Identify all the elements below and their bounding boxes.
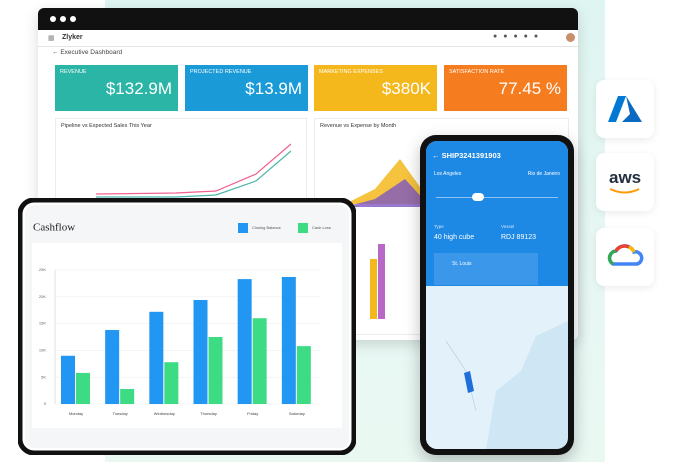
- map: [426, 281, 568, 449]
- bar: [120, 388, 135, 404]
- y-tick-label: 20K: [39, 294, 46, 299]
- type-label: Type: [434, 224, 444, 229]
- toolbar-icons: ●●●●●: [493, 33, 545, 40]
- window-dot: [70, 16, 76, 22]
- y-tick-label: 0: [44, 401, 47, 406]
- shipment-id-text: SHIP3241391903: [441, 151, 501, 160]
- origin: Los Angeles: [434, 171, 462, 177]
- aws-card: aws: [596, 153, 654, 211]
- x-tick-label: Thursday: [200, 411, 217, 416]
- shape: [609, 188, 640, 194]
- route-line: [436, 197, 558, 198]
- bar: [76, 372, 90, 404]
- bar: [164, 362, 179, 404]
- bar: [237, 279, 252, 404]
- legend-swatch: [238, 223, 248, 233]
- panel-title: Pipeline vs Expected Sales This Year: [61, 123, 152, 129]
- type-value: 40 high cube: [434, 234, 475, 241]
- legend-label: Closing Balance: [252, 225, 282, 230]
- kpi-value: $13.9M: [245, 79, 302, 98]
- window-dot: [60, 16, 66, 22]
- kpi-value: $380K: [381, 79, 431, 98]
- kpi-label: REVENUE: [60, 69, 87, 75]
- legend-swatch: [298, 223, 308, 233]
- kpi-card: REVENUE $132.9M: [55, 65, 178, 111]
- app-name: Zlyker: [62, 34, 83, 41]
- phone-screen: ← SHIP3241391903 Los Angeles Rio de Jane…: [426, 141, 568, 449]
- gcp-card: [596, 228, 654, 286]
- aws-smile: [609, 188, 640, 194]
- bar: [61, 355, 75, 404]
- breadcrumb: ← Executive Dashboard: [52, 49, 123, 56]
- bar: [378, 244, 385, 319]
- phone: ← SHIP3241391903 Los Angeles Rio de Jane…: [420, 135, 574, 455]
- x-tick-label: Monday: [69, 411, 83, 416]
- shape: [608, 96, 626, 122]
- plot: 0 5K 10K 15K 20K 25K Closing Balance Cash Loss M…: [39, 223, 331, 416]
- page-title: Executive Dashboard: [60, 49, 123, 56]
- area: [345, 179, 435, 207]
- window-dot: [50, 16, 56, 22]
- legend-label: Cash Loss: [312, 225, 331, 230]
- panel-title: Revenue vs Expense by Month: [320, 123, 397, 129]
- pipeline-lines: [95, 143, 292, 198]
- border: [445, 340, 477, 412]
- azure-card: [596, 80, 654, 138]
- route-progress: [472, 193, 484, 201]
- kpi-value: 77.45 %: [498, 79, 561, 98]
- chart-title: Cashflow: [33, 222, 75, 234]
- y-tick-label: 5K: [41, 374, 46, 379]
- destination: Rio de Janeiro: [527, 171, 560, 177]
- shipment-id: ← SHIP3241391903: [432, 151, 501, 160]
- kpi-label: MARKETING EXPENSES: [319, 69, 383, 75]
- revenue-area: [345, 159, 435, 319]
- menu-icon: ▦: [48, 35, 55, 42]
- shape: [607, 249, 617, 266]
- title-bar: [38, 8, 578, 30]
- kpi-label: SATISFACTION RATE: [449, 69, 505, 75]
- y-tick-label: 15K: [39, 321, 46, 326]
- bar: [105, 330, 120, 404]
- cashflow-chart: Cashflow 0 5K 10K 15K 20K 25K Closing Balance C…: [17, 197, 357, 456]
- x-tick-label: Saturday: [289, 411, 305, 416]
- kpi-label: PROJECTED REVENUE: [190, 69, 252, 75]
- bar: [208, 337, 223, 404]
- bar: [296, 346, 311, 404]
- kpi-card: PROJECTED REVENUE $13.9M: [185, 65, 308, 111]
- ship-marker: [464, 371, 474, 393]
- kpi-card: MARKETING EXPENSES $380K: [314, 65, 437, 111]
- kpi-card: SATISFACTION RATE 77.45 %: [444, 65, 567, 111]
- y-tick-label: 10K: [39, 347, 46, 352]
- stop: St. Louis: [452, 261, 472, 267]
- azure-logo: [608, 96, 642, 122]
- bar: [252, 318, 267, 404]
- bar: [370, 259, 377, 319]
- bar: [193, 300, 208, 404]
- gcp-logo: [607, 244, 644, 266]
- x-tick-label: Wednesday: [154, 411, 175, 416]
- x-tick-label: Friday: [247, 411, 258, 416]
- avatar: [566, 33, 575, 42]
- kpi-value: $132.9M: [105, 79, 172, 98]
- line: [95, 143, 292, 195]
- app-bar: ▦ Zlyker ●●●●●: [38, 30, 578, 47]
- shape: [614, 244, 630, 253]
- shape: [607, 244, 644, 266]
- y-tick-label: 25K: [39, 267, 46, 272]
- aws-logo: aws: [609, 168, 642, 187]
- bar: [149, 311, 164, 404]
- bar: [281, 276, 296, 404]
- land: [426, 281, 568, 449]
- vessel-label: Vessel: [501, 224, 515, 229]
- x-tick-label: Tuesday: [113, 411, 128, 416]
- tablet: Cashflow 0 5K 10K 15K 20K 25K Closing Balance C…: [17, 197, 357, 456]
- shape: [628, 245, 636, 253]
- line: [96, 150, 292, 198]
- shape: [622, 96, 642, 122]
- stop-card: [434, 253, 538, 285]
- vessel-value: RDJ 89123: [501, 234, 537, 241]
